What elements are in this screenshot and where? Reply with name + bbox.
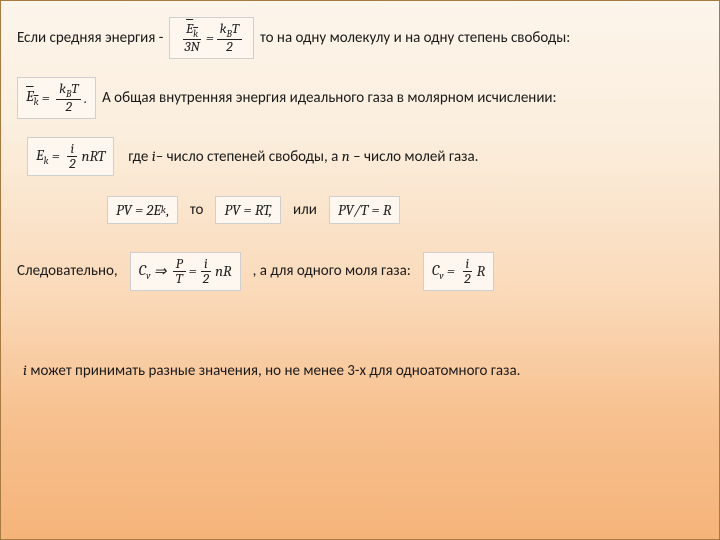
line3-formula: Ek = i 2 nRT xyxy=(27,137,114,176)
line5-f1: PV = 2Ek, xyxy=(107,196,178,224)
line-7: i может принимать разные значения, но не… xyxy=(23,361,703,380)
line-5: PV = 2Ek, то PV = RT, или PV/T = R xyxy=(107,196,703,224)
line6-formula2: Cv = i 2 R xyxy=(423,252,494,291)
line6-t1: Следовательно, xyxy=(17,262,118,280)
frac-i-2: i 2 xyxy=(66,142,78,171)
frac-ek-3n: Ek 3N xyxy=(181,22,202,54)
line-3: Ek = i 2 nRT где i– число степеней свобо… xyxy=(27,137,703,176)
line1-text1: Если средняя энергия - xyxy=(17,29,163,47)
frac-p-t: P T xyxy=(173,257,186,286)
line6-formula: Cv ⇒ P T = i 2 nR xyxy=(130,252,241,291)
line-2: Ek = kBT 2 . А общая внутренняя энергия … xyxy=(17,77,703,119)
line1-text2: то на одну молекулу и на одну степень св… xyxy=(260,29,570,47)
line-6: Следовательно, Cv ⇒ P T = i 2 nR , а для… xyxy=(17,252,703,291)
frac-kbt-2-b: kBT 2 xyxy=(56,82,81,114)
line5-t1: то xyxy=(190,201,204,219)
line5-t2: или xyxy=(293,201,317,219)
line-1: Если средняя энергия - Ek 3N = kBT 2 то … xyxy=(17,17,703,59)
slide: Если средняя энергия - Ek 3N = kBT 2 то … xyxy=(0,0,720,540)
line6-t2: , а для одного моля газа: xyxy=(253,262,411,280)
line5-f2: PV = RT, xyxy=(215,196,281,224)
frac-kbt-2: kBT 2 xyxy=(217,22,242,54)
line1-formula: Ek 3N = kBT 2 xyxy=(169,17,254,59)
line2-text: А общая внутренняя энергия идеального га… xyxy=(102,89,556,107)
line5-f3: PV/T = R xyxy=(329,196,401,224)
line2-formula: Ek = kBT 2 . xyxy=(17,77,96,119)
line3-text: где i– число степеней свободы, а n – чис… xyxy=(128,147,478,166)
frac-i-2-b: i 2 xyxy=(200,257,212,286)
frac-i-2-c: i 2 xyxy=(461,257,473,286)
